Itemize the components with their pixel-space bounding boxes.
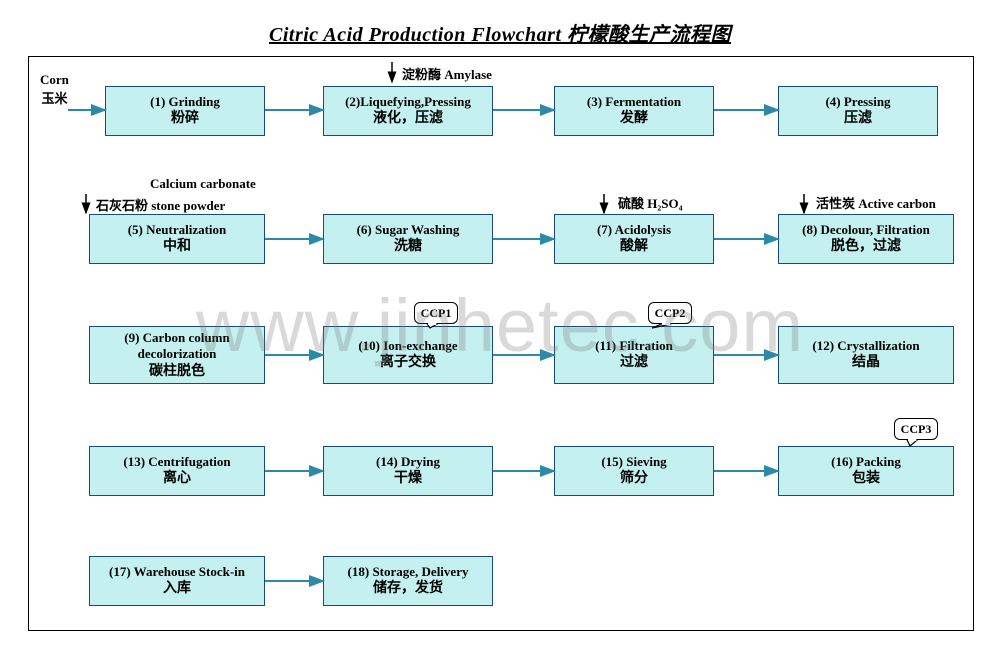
page-title: Citric Acid Production Flowchart 柠檬酸生产流程… xyxy=(0,0,1000,47)
title-text: Citric Acid Production Flowchart 柠檬酸生产流程… xyxy=(269,24,731,46)
callout-ccp2: CCP2 xyxy=(648,302,692,324)
callout-ccp1: CCP1 xyxy=(414,302,458,324)
step-1-grinding: (1) Grinding粉碎 xyxy=(105,86,265,136)
input-label-amylase: 淀粉酶 Amylase xyxy=(402,64,492,83)
step-10-ion-exchange: (10) Ion-exchange离子交换 xyxy=(323,326,493,384)
step-6-sugar-washing: (6) Sugar Washing洗糖 xyxy=(323,214,493,264)
step-18-storage-delivery: (18) Storage, Delivery储存，发货 xyxy=(323,556,493,606)
input-label-calcium-carbonate-en: Calcium carbonate xyxy=(150,176,256,192)
step-16-packing: (16) Packing包装 xyxy=(778,446,954,496)
step-4-pressing: (4) Pressing压滤 xyxy=(778,86,938,136)
step-2-liquefying-pressing: (2)Liquefying,Pressing液化，压滤 xyxy=(323,86,493,136)
step-7-acidolysis: (7) Acidolysis酸解 xyxy=(554,214,714,264)
input-label-h2so4: 硫酸 H₂SO₄ xyxy=(618,193,683,212)
step-12-crystallization: (12) Crystallization结晶 xyxy=(778,326,954,384)
callout-ccp3: CCP3 xyxy=(894,418,938,440)
input-label-corn: Corn玉米 xyxy=(40,72,69,107)
step-5-neutralization: (5) Neutralization中和 xyxy=(89,214,265,264)
input-label-active-carbon: 活性炭 Active carbon xyxy=(816,193,936,212)
input-label-calcium-carbonate-cn: 石灰石粉 stone powder xyxy=(96,195,225,214)
step-9-carbon-column-decolorization: (9) Carbon column decolorization碳柱脱色 xyxy=(89,326,265,384)
step-15-sieving: (15) Sieving筛分 xyxy=(554,446,714,496)
flowchart-page: Citric Acid Production Flowchart 柠檬酸生产流程… xyxy=(0,0,1000,651)
step-13-centrifugation: (13) Centrifugation离心 xyxy=(89,446,265,496)
step-17-warehouse-stock-in: (17) Warehouse Stock-in入库 xyxy=(89,556,265,606)
step-14-drying: (14) Drying干燥 xyxy=(323,446,493,496)
step-8-decolour-filtration: (8) Decolour, Filtration脱色，过滤 xyxy=(778,214,954,264)
step-3-fermentation: (3) Fermentation发酵 xyxy=(554,86,714,136)
step-11-filtration: (11) Filtration过滤 xyxy=(554,326,714,384)
